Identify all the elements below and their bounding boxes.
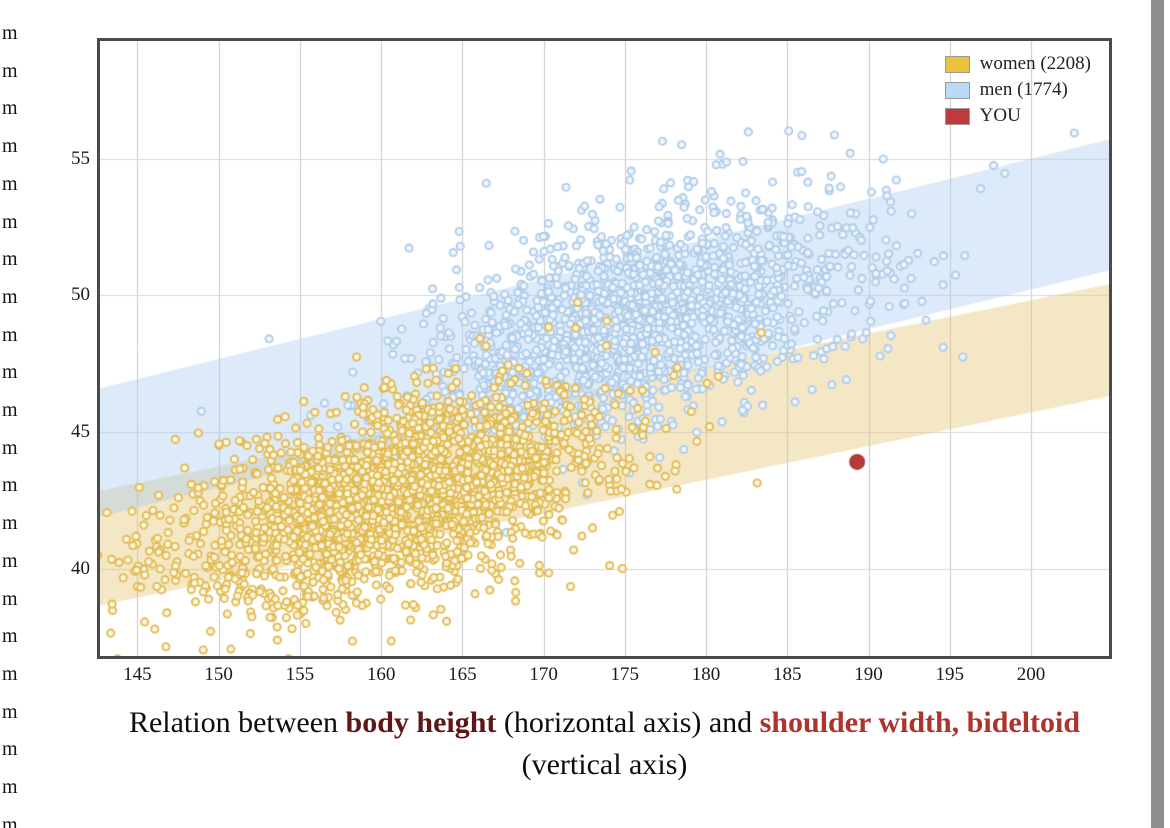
x-tick-label: 200: [1016, 664, 1046, 685]
clipped-text-line: m: [2, 700, 18, 723]
clipped-text-line: m: [2, 361, 18, 384]
legend-item[interactable]: men (1774): [944, 77, 1091, 103]
legend-label: YOU: [979, 105, 1021, 126]
clipped-text-line: m: [2, 399, 18, 421]
x-tick-label: 185: [773, 664, 802, 685]
chart-legend: women (2208) men (1774) YOU: [944, 51, 1091, 129]
x-tick-label: 180: [691, 664, 721, 685]
legend-swatch: [944, 55, 970, 73]
legend-label: women (2208): [979, 53, 1091, 74]
clipped-text-line: m: [2, 625, 18, 648]
x-tick-label: 150: [204, 664, 233, 685]
legend-swatch: [944, 107, 970, 125]
x-tick-label: 190: [854, 664, 883, 685]
x-tick-label: 170: [529, 664, 558, 685]
clipped-text-line: m: [2, 813, 18, 828]
caption-segment: body height: [345, 706, 497, 739]
y-tick-label: 45: [71, 420, 90, 442]
y-tick-label: 50: [71, 284, 90, 306]
clipped-text-line: m: [2, 776, 18, 798]
legend-swatch: [944, 81, 970, 99]
clipped-text-line: m: [2, 474, 18, 497]
clipped-text-line: m: [2, 738, 18, 761]
y-tick-label: 40: [71, 557, 90, 579]
clipped-text-line: m: [2, 436, 18, 459]
clipped-text-line: m: [2, 549, 18, 572]
x-tick-label: 175: [610, 664, 640, 685]
chart-caption: Relation between body height (horizontal…: [97, 702, 1112, 786]
legend-label: men (1774): [979, 79, 1068, 100]
x-tick-label: 155: [285, 664, 315, 685]
clipped-text-line: m: [2, 59, 18, 82]
x-tick-label: 160: [366, 664, 396, 685]
clipped-text-line: m: [2, 135, 18, 158]
caption-segment: (horizontal axis) and: [496, 706, 760, 739]
scrollbar-thumb[interactable]: [1151, 0, 1164, 828]
scatter-plot-canvas[interactable]: [100, 41, 1109, 656]
legend-item[interactable]: YOU: [944, 103, 1091, 129]
clipped-text-line: m: [2, 22, 18, 44]
clipped-text-line: m: [2, 210, 18, 233]
legend-item[interactable]: women (2208): [944, 51, 1091, 77]
clipped-text-line: m: [2, 587, 18, 610]
caption-segment: Relation between: [128, 706, 346, 739]
caption-segment: shoulder width, bideltoid: [759, 706, 1081, 739]
clipped-text-line: m: [2, 323, 18, 346]
y-tick-label: 55: [71, 147, 90, 169]
clipped-text-line: m: [2, 97, 18, 120]
clipped-text-line: m: [2, 285, 18, 308]
x-tick-label: 145: [123, 664, 152, 685]
scatter-plot-frame: women (2208) men (1774) YOU: [97, 38, 1112, 659]
caption-line-1: Relation between body height (horizontal…: [97, 702, 1112, 744]
clipped-text-line: m: [2, 512, 18, 535]
x-tick-label: 195: [935, 664, 965, 685]
clipped-text-line: m: [2, 172, 18, 195]
clipped-text-line: m: [2, 248, 18, 271]
caption-line-2: (vertical axis): [521, 748, 688, 781]
clipped-text-line: m: [2, 662, 18, 685]
x-tick-label: 165: [448, 664, 477, 685]
